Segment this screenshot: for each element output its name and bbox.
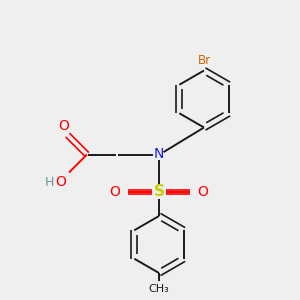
Text: CH₃: CH₃ xyxy=(148,284,170,293)
Text: Br: Br xyxy=(197,55,211,68)
Text: O: O xyxy=(197,185,208,199)
Text: N: N xyxy=(154,148,164,161)
Text: O: O xyxy=(110,185,121,199)
Text: H: H xyxy=(45,176,54,189)
Text: O: O xyxy=(58,118,69,133)
Text: S: S xyxy=(154,184,164,200)
Text: O: O xyxy=(55,176,66,190)
